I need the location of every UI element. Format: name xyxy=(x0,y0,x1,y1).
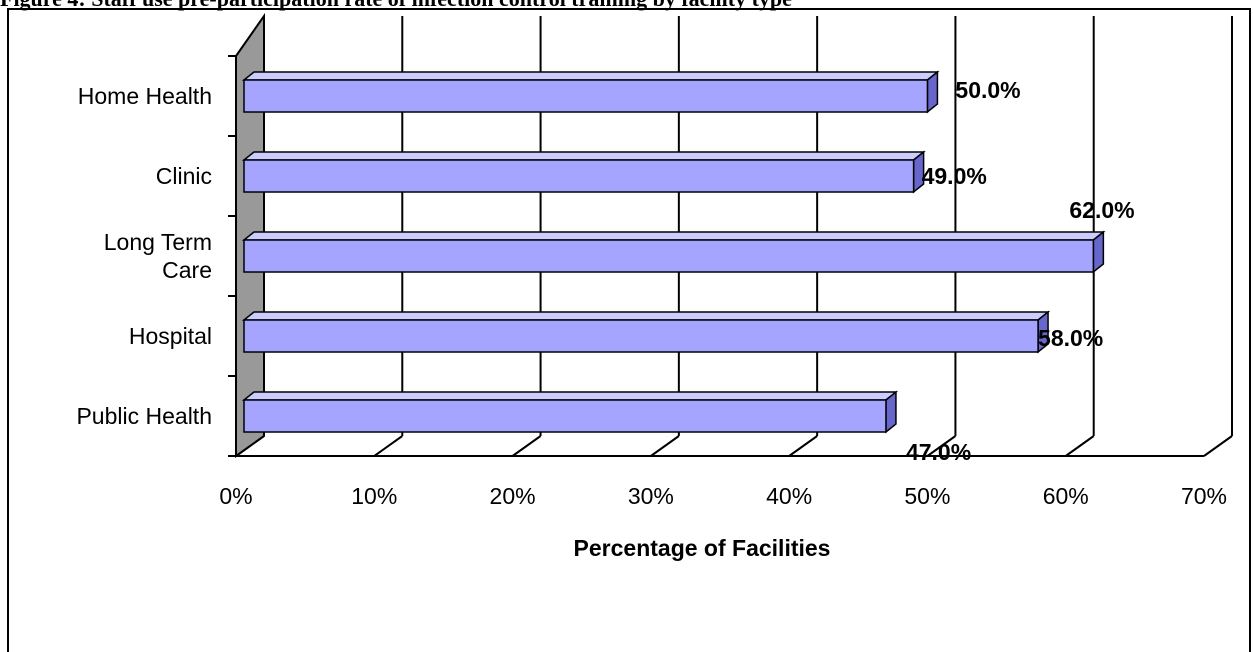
bar xyxy=(243,239,1095,273)
bar-top-face xyxy=(241,391,899,401)
bar xyxy=(243,159,915,193)
category-label: Clinic xyxy=(156,163,212,189)
bar-top-face xyxy=(241,71,940,81)
bar-side-face xyxy=(1092,230,1105,274)
bars xyxy=(241,70,1106,434)
bar xyxy=(243,79,929,113)
bar-top-face xyxy=(241,231,1106,241)
floor-gridline xyxy=(511,435,542,457)
bar xyxy=(243,319,1039,353)
category-label: Home Health xyxy=(78,83,212,109)
floor-gridline xyxy=(373,435,403,457)
bar-side-face xyxy=(885,390,897,434)
labels: 0% 10% 20% 30% 40% 50% 60% 70% Percentage of Fac… xyxy=(76,77,1227,561)
x-tick-label: 60% xyxy=(1043,483,1089,509)
category-label: Long Term xyxy=(104,229,212,255)
floor-gridline xyxy=(1065,435,1095,457)
data-label: 62.0% xyxy=(1069,197,1134,223)
bar-top-face xyxy=(241,151,926,161)
x-tick-label: 40% xyxy=(766,483,812,509)
data-label: 47.0% xyxy=(906,439,971,465)
axes xyxy=(228,55,1204,457)
x-tick-label: 30% xyxy=(628,483,674,509)
floor-gridline xyxy=(650,435,680,457)
data-label: 49.0% xyxy=(922,163,987,189)
data-label: 58.0% xyxy=(1038,325,1103,351)
floor-gridline xyxy=(1203,435,1233,457)
x-tick-label: 20% xyxy=(490,483,536,509)
floor-gridline xyxy=(788,435,818,457)
x-tick-label: 50% xyxy=(904,483,950,509)
category-label: Hospital xyxy=(129,323,212,349)
category-label: Care xyxy=(162,257,212,283)
x-tick-label: 0% xyxy=(219,483,252,509)
data-label: 50.0% xyxy=(955,77,1020,103)
x-tick-label: 70% xyxy=(1181,483,1227,509)
page-title: Figure 4: Staff use pre-participation ra… xyxy=(0,0,792,11)
bar xyxy=(243,399,887,433)
floor-gridline xyxy=(926,435,957,457)
bar-top-face xyxy=(241,311,1051,321)
x-axis-title: Percentage of Facilities xyxy=(574,535,831,561)
x-tick-label: 10% xyxy=(351,483,397,509)
bar-side-face xyxy=(926,70,939,114)
category-label: Public Health xyxy=(76,403,212,429)
